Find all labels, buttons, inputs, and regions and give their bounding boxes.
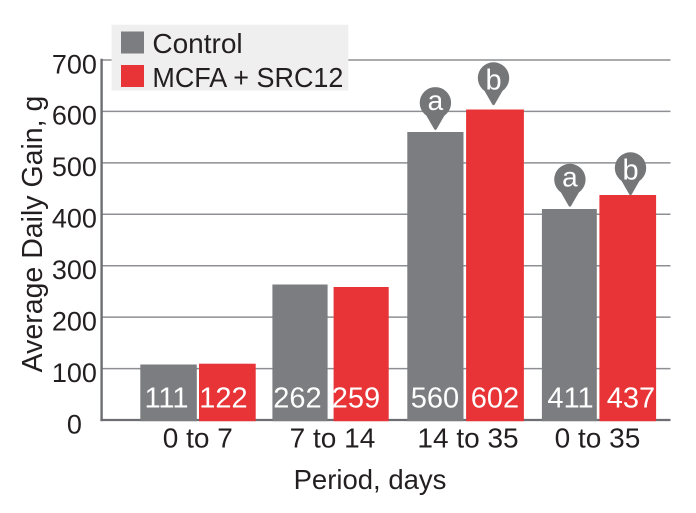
svg-text:Average Daily Gain, g: Average Daily Gain, g [17, 96, 49, 373]
svg-text:700: 700 [52, 49, 97, 79]
svg-text:602: 602 [471, 383, 519, 415]
svg-text:0 to 7: 0 to 7 [163, 423, 233, 454]
svg-text:b: b [485, 64, 501, 96]
svg-text:100: 100 [52, 358, 97, 388]
svg-text:122: 122 [199, 383, 247, 415]
svg-text:0 to 35: 0 to 35 [555, 423, 641, 454]
svg-text:500: 500 [52, 152, 97, 182]
svg-text:411: 411 [547, 383, 593, 415]
svg-text:400: 400 [52, 204, 97, 234]
svg-text:300: 300 [52, 255, 97, 285]
svg-text:200: 200 [52, 306, 97, 336]
svg-text:a: a [562, 162, 578, 193]
svg-text:262: 262 [273, 383, 321, 415]
svg-text:437: 437 [607, 383, 655, 415]
svg-text:14 to 35: 14 to 35 [417, 423, 518, 454]
svg-text:259: 259 [332, 383, 380, 415]
svg-text:a: a [428, 85, 444, 116]
svg-text:Period, days: Period, days [294, 464, 447, 495]
svg-text:111: 111 [144, 383, 188, 415]
svg-text:600: 600 [52, 101, 97, 131]
svg-text:Control: Control [152, 28, 242, 59]
svg-text:b: b [622, 154, 638, 186]
svg-text:7 to 14: 7 to 14 [290, 423, 376, 454]
svg-text:560: 560 [411, 383, 459, 415]
svg-text:0: 0 [67, 409, 82, 439]
svg-text:MCFA + SRC12: MCFA + SRC12 [152, 62, 343, 93]
